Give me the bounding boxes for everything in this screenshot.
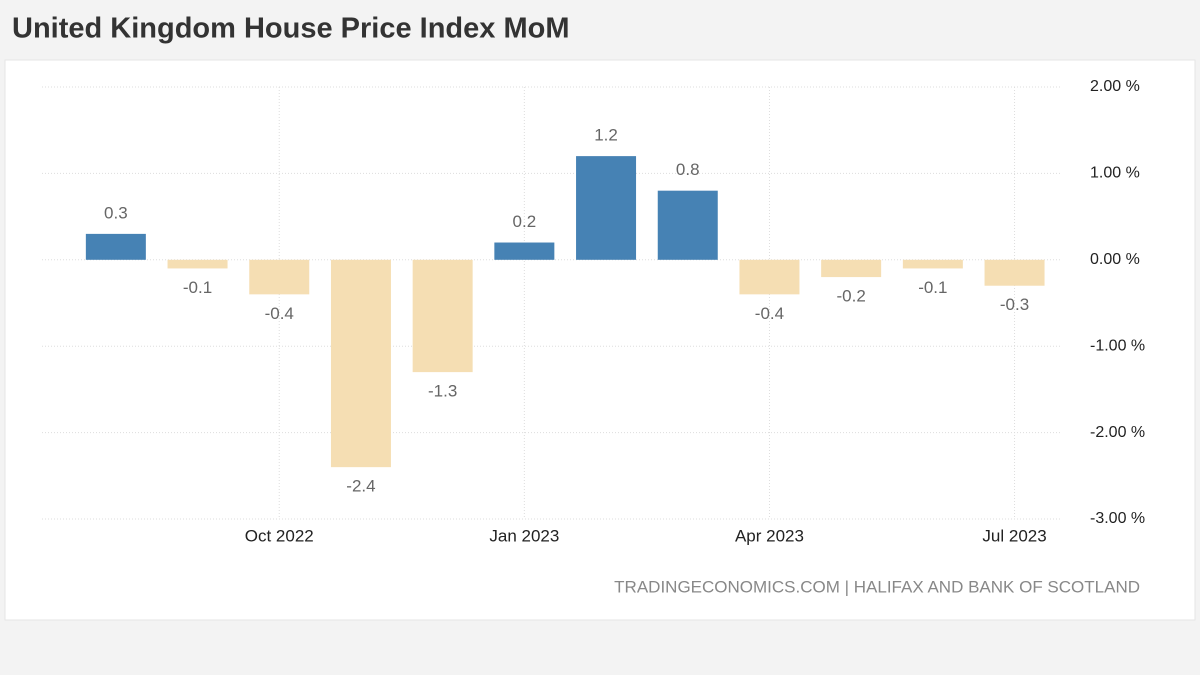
value-label: -0.4 (265, 304, 294, 323)
y-tick-label: -3.00 % (1090, 510, 1145, 527)
bar (167, 259, 228, 269)
bar (85, 233, 146, 260)
bar (902, 259, 963, 269)
value-label: 1.2 (594, 126, 618, 145)
value-label: -1.3 (428, 382, 457, 401)
bar (739, 259, 800, 295)
bar (984, 259, 1045, 286)
value-label: -0.4 (755, 304, 784, 323)
y-tick-label: 1.00 % (1090, 165, 1140, 182)
value-label: -2.4 (346, 477, 375, 496)
x-tick-label: Jan 2023 (489, 526, 559, 545)
y-tick-label: 2.00 % (1090, 78, 1140, 95)
bar (249, 259, 310, 295)
value-label: -0.2 (837, 287, 866, 306)
y-tick-label: 0.00 % (1090, 251, 1140, 268)
value-label: -0.3 (1000, 295, 1029, 314)
y-tick-label: -2.00 % (1090, 424, 1145, 441)
value-label: 0.8 (676, 160, 700, 179)
value-label: 0.2 (513, 212, 537, 231)
source: TRADINGECONOMICS.COM | HALIFAX AND BANK … (614, 577, 1140, 596)
y-tick-label: -1.00 % (1090, 337, 1145, 354)
value-label: 0.3 (104, 203, 128, 222)
bar (657, 190, 718, 260)
x-tick-label: Apr 2023 (735, 526, 804, 545)
value-label: -0.1 (183, 278, 212, 297)
value-label: -0.1 (918, 278, 947, 297)
bar (576, 156, 637, 260)
x-tick-label: Oct 2022 (245, 526, 314, 545)
plot-panel (4, 59, 1196, 621)
chart-title: United Kingdom House Price Index MoM (12, 13, 570, 45)
bar (494, 242, 555, 260)
bar (330, 259, 391, 468)
bar (412, 259, 473, 373)
x-tick-label: Jul 2023 (982, 526, 1046, 545)
bar (821, 259, 882, 278)
